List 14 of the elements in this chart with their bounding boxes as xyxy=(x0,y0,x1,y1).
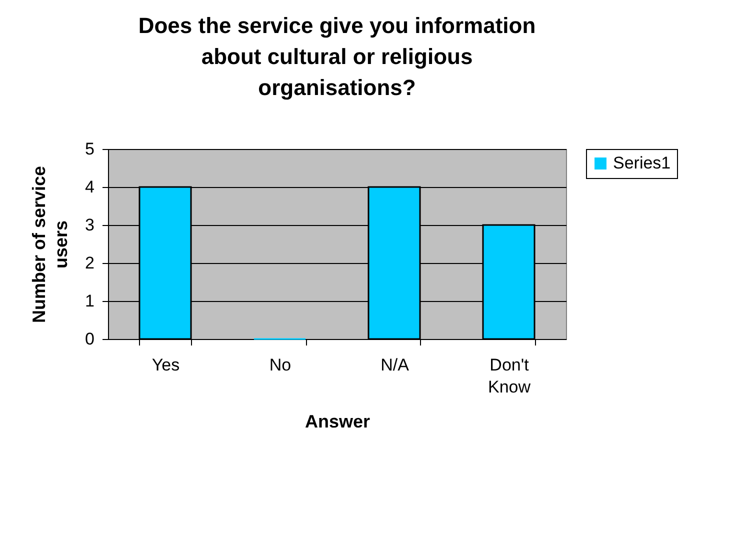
y-tick-label: 0 xyxy=(85,330,94,348)
y-axis-title: Number of service users xyxy=(29,166,72,324)
x-tick-label: No xyxy=(269,356,292,374)
chart-title: Does the service give you information about cultural or religious organisations? xyxy=(138,13,536,100)
x-tick-label: N/A xyxy=(380,356,410,374)
x-axis-title: Answer xyxy=(304,412,370,432)
y-tick-label: 4 xyxy=(85,178,94,196)
y-tick-label: 1 xyxy=(85,292,94,310)
x-tick-label: Don't Know xyxy=(488,356,532,396)
y-tick-label: 3 xyxy=(85,216,94,234)
legend-label: Series1 xyxy=(613,154,671,172)
x-tick-label: Yes xyxy=(152,356,180,374)
y-tick-label: 2 xyxy=(85,254,94,272)
y-tick-label: 5 xyxy=(85,140,94,158)
